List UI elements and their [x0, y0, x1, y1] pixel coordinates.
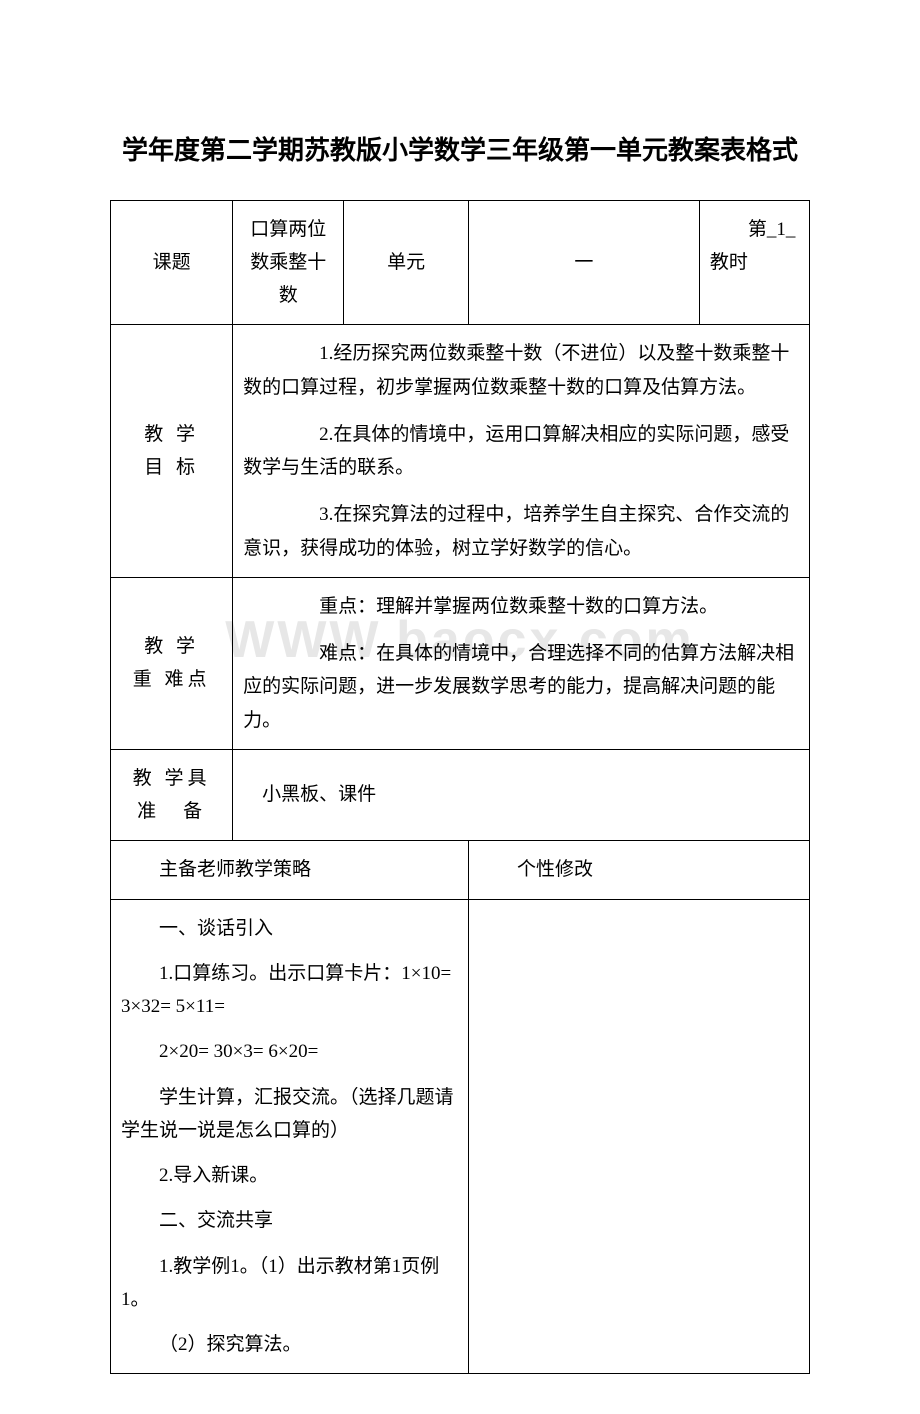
goals-p1: 1.经历探究两位数乘整十数（不进位）以及整十数乘整十数的口算过程，初步掌握两位数… [243, 337, 799, 404]
table-row: 主备老师教学策略 个性修改 [111, 841, 810, 899]
strategy-p5: 2.导入新课。 [121, 1159, 458, 1192]
prep-value: 小黑板、课件 [233, 749, 810, 841]
strategy-p1: 一、谈话引入 [121, 912, 458, 945]
topic-value: 口算两位数乘整十数 [233, 200, 344, 325]
strategy-p7: 1.教学例1。（1）出示教材第1页例1。 [121, 1250, 458, 1317]
table-row: 一、谈话引入 1.口算练习。出示口算卡片：1×10= 3×32= 5×11= 2… [111, 899, 810, 1374]
strategy-p4: 学生计算，汇报交流。（选择几题请学生说一说是怎么口算的） [121, 1081, 458, 1148]
topic-label: 课题 [111, 200, 233, 325]
strategy-p2: 1.口算练习。出示口算卡片：1×10= 3×32= 5×11= [121, 957, 458, 1024]
strategy-content: 一、谈话引入 1.口算练习。出示口算卡片：1×10= 3×32= 5×11= 2… [111, 899, 469, 1374]
modify-label: 个性修改 [468, 841, 809, 899]
table-row: 教 学 目 标 1.经历探究两位数乘整十数（不进位）以及整十数乘整十数的口算过程… [111, 325, 810, 578]
goals-p3: 3.在探究算法的过程中，培养学生自主探究、合作交流的意识，获得成功的体验，树立学… [243, 498, 799, 565]
strategy-p3: 2×20= 30×3= 6×20= [121, 1035, 458, 1068]
table-row: 教 学 重 难点 重点：理解并掌握两位数乘整十数的口算方法。 难点：在具体的情境… [111, 577, 810, 749]
difficulty-p2: 难点：在具体的情境中，合理选择不同的估算方法解决相应的实际问题，进一步发展数学思… [243, 637, 799, 737]
difficulty-label: 教 学 重 难点 [111, 577, 233, 749]
strategy-p8: （2）探究算法。 [121, 1328, 458, 1361]
difficulty-content: 重点：理解并掌握两位数乘整十数的口算方法。 难点：在具体的情境中，合理选择不同的… [233, 577, 810, 749]
strategy-p6: 二、交流共享 [121, 1204, 458, 1237]
modify-content [468, 899, 809, 1374]
table-row: 教 学具 准 备 小黑板、课件 [111, 749, 810, 841]
prep-label: 教 学具 准 备 [111, 749, 233, 841]
goals-content: 1.经历探究两位数乘整十数（不进位）以及整十数乘整十数的口算过程，初步掌握两位数… [233, 325, 810, 578]
goals-p2: 2.在具体的情境中，运用口算解决相应的实际问题，感受数学与生活的联系。 [243, 418, 799, 485]
unit-value: 一 [468, 200, 699, 325]
table-row: 课题 口算两位数乘整十数 单元 一 第_1_教时 [111, 200, 810, 325]
goals-label: 教 学 目 标 [111, 325, 233, 578]
lesson-number: 第_1_教时 [699, 200, 809, 325]
lesson-plan-table: 课题 口算两位数乘整十数 单元 一 第_1_教时 教 学 目 标 1.经历探究两… [110, 200, 810, 1375]
unit-label: 单元 [344, 200, 469, 325]
strategy-label: 主备老师教学策略 [111, 841, 469, 899]
difficulty-p1: 重点：理解并掌握两位数乘整十数的口算方法。 [243, 590, 799, 623]
page-title: 学年度第二学期苏教版小学数学三年级第一单元教案表格式 [110, 130, 810, 172]
